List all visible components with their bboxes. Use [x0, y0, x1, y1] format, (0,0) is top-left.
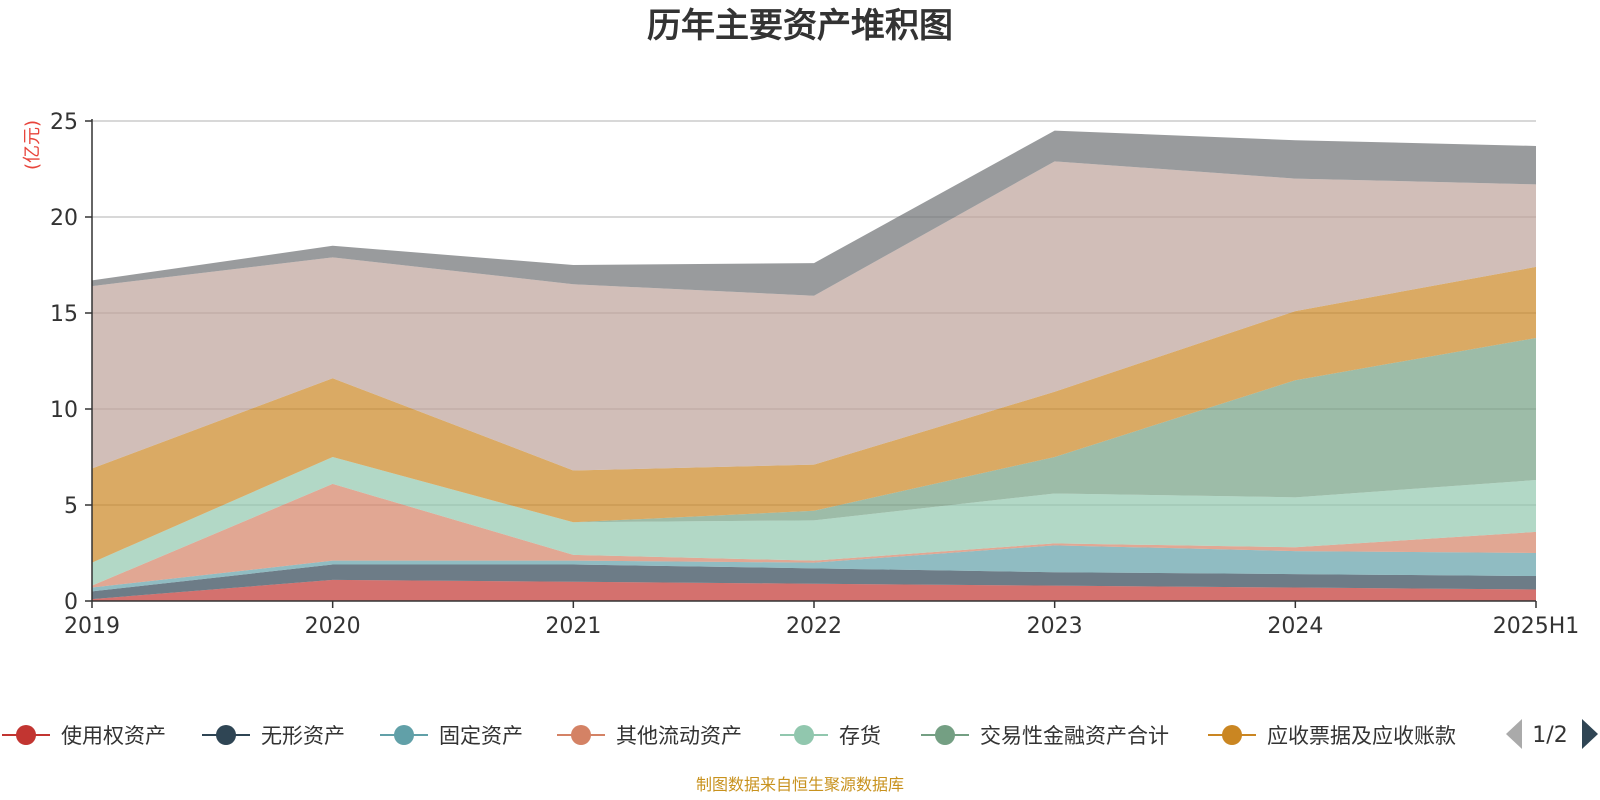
area-series-6[interactable] — [92, 337, 1536, 563]
legend-page-indicator: 1/2 — [1532, 723, 1567, 748]
legend-label-7: 应收票据及应收账款 — [1267, 724, 1456, 748]
legend: 使用权资产 无形资产 固定资产 其他流动资产 存货 交易性金融资产合计 应收票据及应收账款 1… — [2, 719, 1598, 749]
y-tick-label-10: 10 — [50, 398, 78, 423]
legend-marker-7 — [1222, 725, 1242, 745]
legend-marker-5 — [794, 725, 814, 745]
x-tick-label-2024: 2024 — [1267, 614, 1323, 639]
legend-label-6: 交易性金融资产合计 — [980, 724, 1169, 748]
y-tick-label-25: 25 — [50, 110, 78, 135]
y-tick-label-5: 5 — [64, 494, 78, 519]
area-series-3[interactable] — [92, 545, 1536, 592]
legend-label-4: 其他流动资产 — [616, 724, 742, 748]
legend-prev-page-icon[interactable] — [1506, 719, 1522, 749]
area-series-8[interactable] — [92, 161, 1536, 471]
x-tick-label-2025H1: 2025H1 — [1493, 614, 1580, 639]
legend-marker-4 — [571, 725, 591, 745]
area-series-9[interactable] — [92, 130, 1536, 296]
x-tick-label-2021: 2021 — [545, 614, 601, 639]
legend-marker-1 — [16, 725, 36, 745]
area-series-2[interactable] — [92, 564, 1536, 600]
y-unit-label: (亿元) — [22, 120, 43, 170]
legend-item-3[interactable]: 固定资产 — [380, 724, 523, 748]
axes: 0 5 10 15 20 25 2019 2020 2021 2022 2023 2024 2025H1 — [50, 110, 1579, 639]
legend-label-2: 无形资产 — [261, 724, 345, 748]
y-tick-label-0: 0 — [64, 590, 78, 615]
legend-marker-2 — [216, 725, 236, 745]
legend-item-2[interactable]: 无形资产 — [202, 724, 345, 748]
legend-item-1[interactable]: 使用权资产 — [2, 724, 166, 748]
source-note: 制图数据来自恒生聚源数据库 — [696, 775, 904, 794]
legend-label-3: 固定资产 — [439, 724, 523, 748]
legend-item-4[interactable]: 其他流动资产 — [557, 724, 742, 748]
legend-label-5: 存货 — [839, 724, 881, 748]
area-series-layer — [92, 130, 1536, 601]
x-tick-label-2020: 2020 — [305, 614, 361, 639]
legend-marker-6 — [935, 725, 955, 745]
area-series-7[interactable] — [92, 266, 1536, 563]
y-tick-label-15: 15 — [50, 302, 78, 327]
y-tick-label-20: 20 — [50, 206, 78, 231]
legend-item-7[interactable]: 应收票据及应收账款 — [1208, 724, 1456, 748]
x-tick-label-2022: 2022 — [786, 614, 842, 639]
chart-title: 历年主要资产堆积图 — [647, 6, 953, 46]
area-series-4[interactable] — [92, 483, 1536, 588]
x-tick-label-2019: 2019 — [64, 614, 120, 639]
legend-marker-3 — [394, 725, 414, 745]
legend-next-page-icon[interactable] — [1582, 719, 1598, 749]
legend-item-5[interactable]: 存货 — [780, 724, 881, 748]
legend-label-1: 使用权资产 — [61, 724, 166, 748]
area-series-5[interactable] — [92, 457, 1536, 586]
legend-item-6[interactable]: 交易性金融资产合计 — [921, 724, 1169, 748]
area-series-1[interactable] — [92, 579, 1536, 601]
x-tick-label-2023: 2023 — [1027, 614, 1083, 639]
